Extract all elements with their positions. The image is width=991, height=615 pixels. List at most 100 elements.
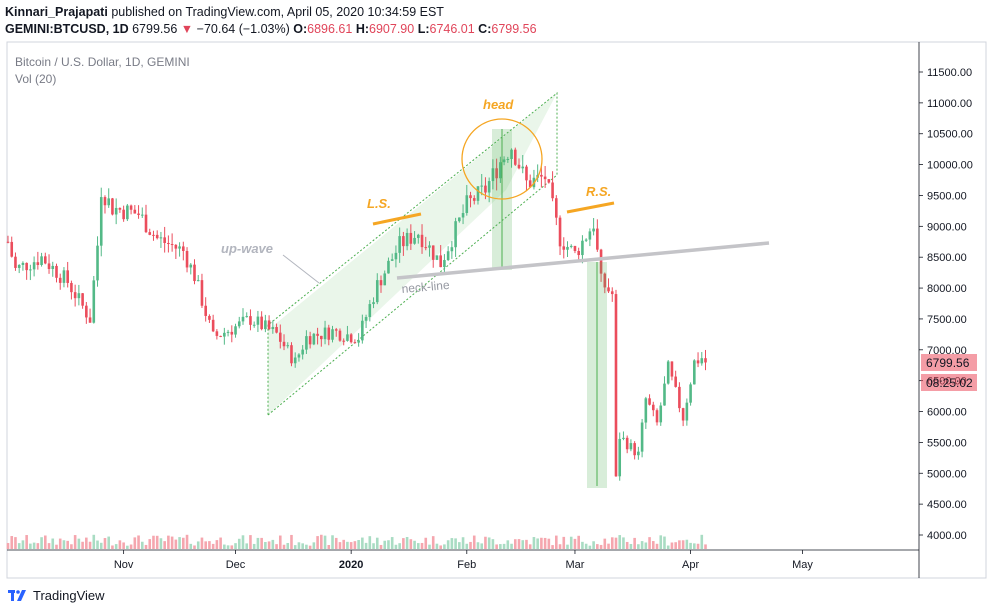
volume-bar [357, 540, 360, 549]
candle-body [174, 244, 178, 249]
volume-bar [543, 537, 547, 549]
volume-bar [614, 537, 618, 549]
candle-body [331, 329, 334, 340]
volume-bar [85, 537, 88, 549]
candle-body [25, 262, 28, 271]
candle-body [528, 180, 532, 188]
price-axis[interactable]: 11500.00 11000.00 10500.00 10000.00 9500.00 9… [919, 67, 973, 542]
volume-bar [375, 537, 379, 549]
volume-bar [364, 542, 368, 549]
volume-bar [517, 539, 521, 549]
volume-bar [182, 537, 185, 549]
candle-body [29, 269, 32, 271]
candle-body [446, 251, 450, 261]
volume-bar [413, 540, 416, 549]
time-tick-label: Dec [226, 559, 246, 571]
candle-body [167, 242, 170, 245]
candle-body [696, 360, 700, 364]
volume-bar [237, 538, 241, 549]
volume-bar [200, 537, 204, 549]
candle-body [260, 316, 263, 330]
volume-bar [651, 541, 655, 549]
candle-body [215, 331, 219, 336]
volume-bar [454, 538, 457, 549]
candle-body [275, 327, 278, 333]
candle-body [484, 185, 487, 193]
candle-body [267, 320, 271, 330]
volume-bar [114, 544, 118, 549]
candle-body [118, 207, 122, 210]
price-tick-label: 8000.00 [927, 283, 967, 295]
candle-body [402, 236, 405, 247]
volume-bar [417, 543, 420, 549]
volume-bar [372, 543, 375, 549]
price-chart[interactable]: head L.S. R.S. up-wave neck-line Bitcoin… [0, 40, 991, 580]
volume-bar [25, 535, 28, 549]
volume-bar [118, 540, 122, 549]
candle-body [237, 321, 241, 327]
volume-bar [6, 543, 10, 549]
candle-body [547, 179, 551, 183]
candle-body [32, 262, 36, 270]
volume-bar [663, 536, 666, 549]
candle-body [487, 181, 491, 193]
candle-body [379, 280, 383, 286]
candle-body [558, 217, 562, 247]
volume-bar [275, 544, 278, 549]
volume-bar [562, 536, 566, 549]
volume-bar [439, 545, 442, 549]
candle-body [264, 320, 267, 330]
volume-bar [693, 543, 696, 549]
candle-body [111, 198, 114, 215]
volume-bar [77, 538, 81, 549]
candle-body [361, 320, 364, 341]
tradingview-branding[interactable]: TradingView [8, 588, 105, 603]
candle-body [424, 247, 428, 249]
candle-body [17, 264, 21, 268]
volume-bar [32, 542, 36, 549]
candle-body [685, 402, 689, 421]
candle-body [644, 398, 648, 423]
candle-body [316, 333, 319, 336]
up-wave-channel [267, 91, 558, 416]
candle-body [555, 198, 558, 218]
volume-bar [196, 541, 200, 549]
volume-bar [256, 537, 260, 549]
volume-bar [607, 543, 610, 549]
volume-bar [334, 537, 338, 549]
candle-body [603, 273, 607, 288]
volume-bar [435, 543, 439, 549]
volume-bar [443, 544, 446, 549]
volume-bar [644, 542, 648, 549]
candle-body [663, 383, 666, 406]
candle-body [178, 246, 181, 249]
volume-bar [637, 544, 640, 549]
candle-body [77, 293, 81, 299]
candle-body [223, 332, 226, 337]
candle-body [465, 195, 469, 214]
candle-body [681, 408, 685, 421]
volume-bar [446, 540, 450, 549]
candle-body [256, 316, 260, 325]
volume-bar [36, 543, 40, 549]
volume-bar [629, 543, 633, 549]
volume-bar [700, 534, 704, 549]
last-price-tag [921, 354, 977, 371]
volume-bar [96, 540, 99, 549]
candle-body [666, 361, 670, 384]
candle-body [10, 241, 14, 257]
candle-body [390, 259, 394, 261]
volume-bar [163, 541, 166, 549]
time-axis[interactable]: Nov Dec 2020 Feb Mar Apr May [114, 550, 814, 571]
candle-body [633, 443, 636, 456]
candle-body [618, 438, 622, 477]
candle-body [495, 168, 498, 179]
time-tick-label: 2020 [339, 559, 363, 571]
volume-bar [409, 539, 413, 549]
candle-body [51, 265, 55, 269]
price-tick-label: 4000.00 [927, 530, 967, 542]
ohlc-header: GEMINI:BTCUSD, 1D 6799.56 ▼ −70.64 (−1.0… [5, 22, 537, 36]
volume-bar [678, 540, 681, 549]
volume-bar [648, 537, 651, 549]
author-name[interactable]: Kinnari_Prajapati [5, 5, 108, 19]
